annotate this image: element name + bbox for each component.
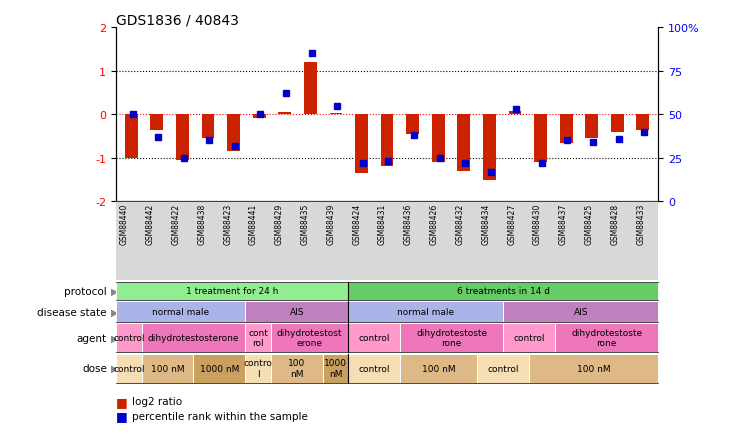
Text: GSM88431: GSM88431 xyxy=(378,203,387,244)
Text: 1 treatment for 24 h: 1 treatment for 24 h xyxy=(186,287,278,296)
Text: contro
l: contro l xyxy=(244,358,272,378)
Text: GSM88424: GSM88424 xyxy=(352,203,361,244)
Bar xyxy=(406,115,419,135)
Text: GSM88429: GSM88429 xyxy=(275,203,283,244)
Bar xyxy=(253,115,266,118)
Text: control: control xyxy=(358,364,390,373)
Text: control: control xyxy=(113,333,144,342)
Text: dihydrotestost
erone: dihydrotestost erone xyxy=(277,328,343,348)
Bar xyxy=(458,115,470,171)
Text: ▶: ▶ xyxy=(111,333,118,343)
Text: 100
nM: 100 nM xyxy=(288,358,305,378)
Text: control: control xyxy=(113,364,144,373)
Text: GSM88426: GSM88426 xyxy=(430,203,439,244)
Bar xyxy=(611,115,624,132)
Bar xyxy=(586,115,598,139)
Text: dihydrotestoste
rone: dihydrotestoste rone xyxy=(416,328,487,348)
Bar xyxy=(483,115,496,180)
Text: GSM88434: GSM88434 xyxy=(482,203,491,244)
Text: GSM88423: GSM88423 xyxy=(223,203,232,244)
Bar xyxy=(637,115,649,130)
Bar xyxy=(355,115,368,174)
Text: normal male: normal male xyxy=(152,307,209,316)
Text: normal male: normal male xyxy=(397,307,454,316)
Text: GSM88438: GSM88438 xyxy=(197,203,206,244)
Bar xyxy=(176,115,188,161)
Text: protocol: protocol xyxy=(64,286,107,296)
Text: ■: ■ xyxy=(116,409,128,422)
Text: log2 ratio: log2 ratio xyxy=(132,397,183,406)
Text: control: control xyxy=(513,333,545,342)
Text: control: control xyxy=(488,364,519,373)
Text: GSM88442: GSM88442 xyxy=(146,203,155,244)
Text: 6 treatments in 14 d: 6 treatments in 14 d xyxy=(457,287,550,296)
Text: GSM88433: GSM88433 xyxy=(637,203,646,244)
Text: 100 nM: 100 nM xyxy=(577,364,610,373)
Text: agent: agent xyxy=(77,333,107,343)
Text: AIS: AIS xyxy=(574,307,588,316)
Text: 1000 nM: 1000 nM xyxy=(200,364,239,373)
Text: cont
rol: cont rol xyxy=(248,328,268,348)
Text: control: control xyxy=(358,333,390,342)
Text: GSM88435: GSM88435 xyxy=(301,203,310,244)
Bar xyxy=(125,115,138,158)
Text: ▶: ▶ xyxy=(111,363,118,373)
Text: ▶: ▶ xyxy=(111,307,118,317)
Text: 100 nM: 100 nM xyxy=(422,364,456,373)
Bar xyxy=(432,115,444,163)
Bar xyxy=(227,115,240,152)
Text: GSM88436: GSM88436 xyxy=(404,203,413,244)
Bar xyxy=(381,115,393,167)
Text: GDS1836 / 40843: GDS1836 / 40843 xyxy=(116,13,239,27)
Text: GSM88430: GSM88430 xyxy=(533,203,542,244)
Bar xyxy=(202,115,215,139)
Bar xyxy=(304,63,316,115)
Text: GSM88428: GSM88428 xyxy=(610,203,619,244)
Text: 1000
nM: 1000 nM xyxy=(324,358,347,378)
Text: AIS: AIS xyxy=(289,307,304,316)
Bar xyxy=(330,114,343,115)
Text: GSM88441: GSM88441 xyxy=(249,203,258,244)
Text: GSM88425: GSM88425 xyxy=(585,203,594,244)
Bar xyxy=(278,113,291,115)
Text: percentile rank within the sample: percentile rank within the sample xyxy=(132,411,308,421)
Bar xyxy=(150,115,163,130)
Text: ■: ■ xyxy=(116,395,128,408)
Text: GSM88437: GSM88437 xyxy=(559,203,568,244)
Text: GSM88432: GSM88432 xyxy=(456,203,465,244)
Text: 100 nM: 100 nM xyxy=(151,364,185,373)
Bar xyxy=(560,115,572,143)
Text: GSM88439: GSM88439 xyxy=(326,203,335,244)
Text: dihydrotestoste
rone: dihydrotestoste rone xyxy=(571,328,642,348)
Text: GSM88427: GSM88427 xyxy=(507,203,516,244)
Bar xyxy=(509,112,521,115)
Text: GSM88422: GSM88422 xyxy=(171,203,180,244)
Bar xyxy=(534,115,547,163)
Text: GSM88440: GSM88440 xyxy=(120,203,129,244)
Text: disease state: disease state xyxy=(37,307,107,317)
Text: ▶: ▶ xyxy=(111,286,118,296)
Text: dose: dose xyxy=(82,363,107,373)
Text: dihydrotestosterone: dihydrotestosterone xyxy=(147,333,239,342)
